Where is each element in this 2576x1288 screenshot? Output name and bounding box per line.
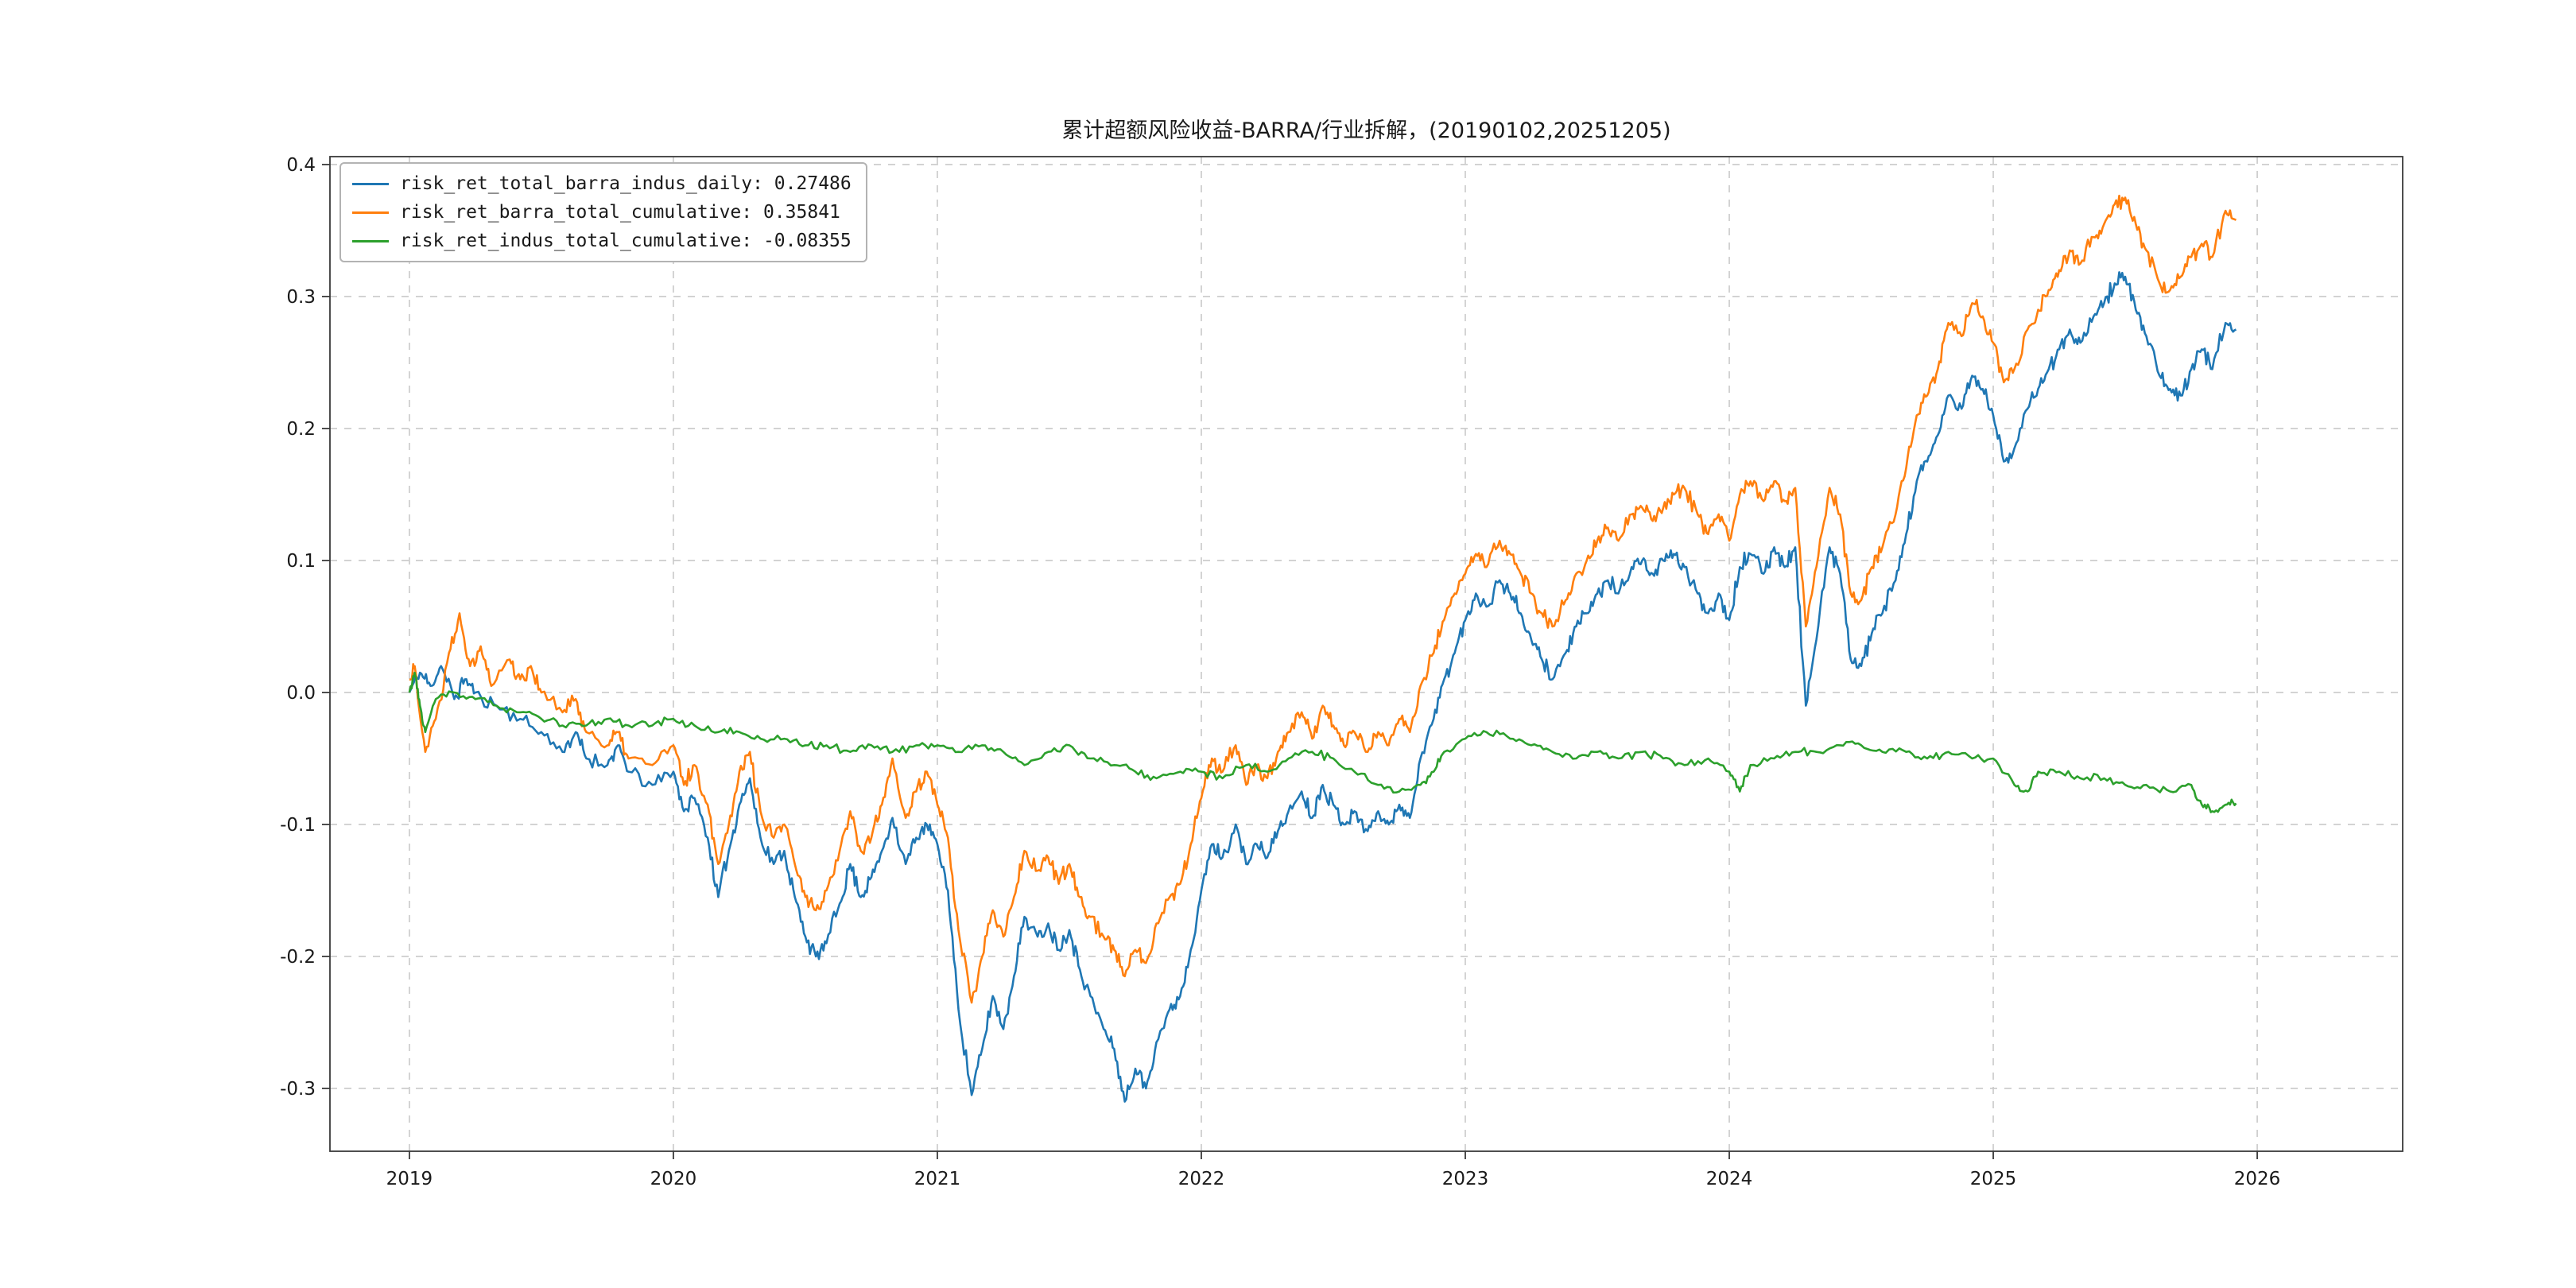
legend-label: risk_ret_indus_total_cumulative: -0.0835…: [400, 231, 852, 251]
legend-line-swatch-orange: [352, 211, 389, 214]
legend-item-barra-indus-daily: risk_ret_total_barra_indus_daily: 0.2748…: [352, 172, 852, 196]
series-line-risk_ret_indus_total_cumulative: [408, 671, 2237, 813]
x-tick-label: 2019: [386, 1169, 433, 1189]
x-tick-label: 2026: [2234, 1169, 2281, 1189]
x-tick-label: 2024: [1706, 1169, 1753, 1189]
axes-border: [329, 156, 2403, 1152]
x-tick-label: 2020: [650, 1169, 697, 1189]
legend-label: risk_ret_barra_total_cumulative: 0.35841: [400, 202, 840, 223]
legend-label: risk_ret_total_barra_indus_daily: 0.2748…: [400, 173, 852, 194]
legend: risk_ret_total_barra_indus_daily: 0.2748…: [339, 162, 867, 262]
y-tick-label: -0.3: [280, 1079, 316, 1100]
chart-title: 累计超额风险收益-BARRA/行业拆解，(20190102,20251205): [1061, 118, 1671, 143]
y-tick-label: 0.4: [286, 155, 316, 176]
x-tick-label: 2021: [914, 1169, 961, 1189]
series-line-risk_ret_total_barra_indus_daily: [408, 271, 2237, 1103]
legend-item-indus-total-cumulative: risk_ret_indus_total_cumulative: -0.0835…: [352, 229, 852, 253]
x-tick-label: 2023: [1442, 1169, 1489, 1189]
y-tick-label: 0.3: [286, 287, 316, 308]
y-tick-label: 0.2: [286, 419, 316, 440]
legend-line-swatch-blue: [352, 182, 389, 185]
x-tick-label: 2025: [1970, 1169, 2017, 1189]
y-tick-label: -0.2: [280, 947, 316, 968]
y-tick-label: 0.0: [286, 683, 316, 704]
y-tick-label: -0.1: [280, 815, 316, 836]
legend-line-swatch-green: [352, 239, 389, 242]
legend-item-barra-total-cumulative: risk_ret_barra_total_cumulative: 0.35841: [352, 200, 852, 224]
series-line-risk_ret_barra_total_cumulative: [409, 194, 2237, 1004]
y-tick-label: 0.1: [286, 551, 316, 572]
x-tick-label: 2022: [1178, 1169, 1225, 1189]
